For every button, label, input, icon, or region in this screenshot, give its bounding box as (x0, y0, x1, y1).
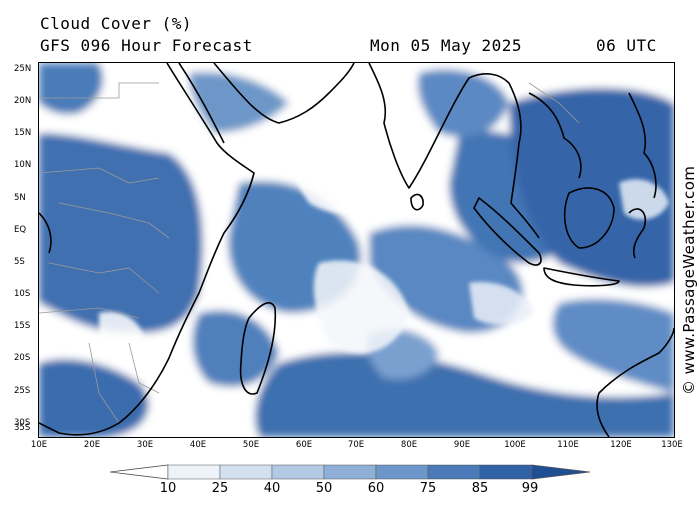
lon-label: 120E (610, 440, 632, 450)
colorbar-label: 40 (263, 481, 281, 496)
lat-label: 20S (14, 353, 31, 363)
lat-label: 25N (14, 64, 32, 74)
lon-label: 20E (83, 440, 101, 450)
forecast-date: Mon 05 May 2025 (370, 36, 522, 55)
colorbar-label: 75 (419, 481, 437, 496)
lat-label: 35S (14, 423, 31, 433)
lat-label: 25S (14, 386, 31, 396)
colorbar (110, 464, 590, 480)
coastlines (39, 63, 674, 437)
colorbar-swatch (479, 464, 533, 480)
lon-label: 100E (504, 440, 526, 450)
colorbar-label: 99 (521, 481, 539, 496)
colorbar-high-arrow (531, 464, 590, 480)
credit-watermark: © www.PassageWeather.com (680, 165, 698, 395)
lon-label: 60E (295, 440, 313, 450)
colorbar-swatch (427, 464, 481, 480)
lon-label: 130E (661, 440, 683, 450)
lat-label: EQ (14, 225, 27, 235)
lat-label: 10N (14, 160, 32, 170)
colorbar-swatch (323, 464, 377, 480)
lon-label: 50E (242, 440, 260, 450)
colorbar-label: 25 (211, 481, 229, 496)
forecast-time: 06 UTC (596, 36, 657, 55)
lon-label: 30E (136, 440, 154, 450)
forecast-subtitle: GFS 096 Hour Forecast (40, 36, 253, 55)
colorbar-label: 50 (315, 481, 333, 496)
lat-label: 30S (14, 418, 31, 428)
colorbar-label: 60 (367, 481, 385, 496)
lon-label: 70E (347, 440, 365, 450)
lon-label: 90E (453, 440, 471, 450)
lat-label: 10S (14, 289, 31, 299)
lat-label: 5S (14, 257, 25, 267)
colorbar-swatch (271, 464, 325, 480)
lon-label: 10E (30, 440, 48, 450)
colorbar-swatch (219, 464, 273, 480)
cloud-clear-patches (99, 121, 669, 353)
cloud-cover-map (38, 62, 675, 438)
colorbar-swatch (375, 464, 429, 480)
map-title: Cloud Cover (%) (40, 14, 192, 33)
lon-label: 80E (400, 440, 418, 450)
lat-label: 15N (14, 128, 32, 138)
lon-label: 110E (557, 440, 579, 450)
lon-label: 40E (189, 440, 207, 450)
cloud-field-layer (39, 63, 674, 437)
colorbar-label: 10 (159, 481, 177, 496)
lat-label: 5N (14, 193, 26, 203)
colorbar-label: 85 (471, 481, 489, 496)
cloud-cover-field (39, 63, 674, 437)
country-borders (39, 82, 580, 424)
colorbar-low-arrow (110, 464, 169, 480)
colorbar-swatch (167, 464, 221, 480)
lat-label: 15S (14, 321, 31, 331)
lat-label: 20N (14, 96, 32, 106)
